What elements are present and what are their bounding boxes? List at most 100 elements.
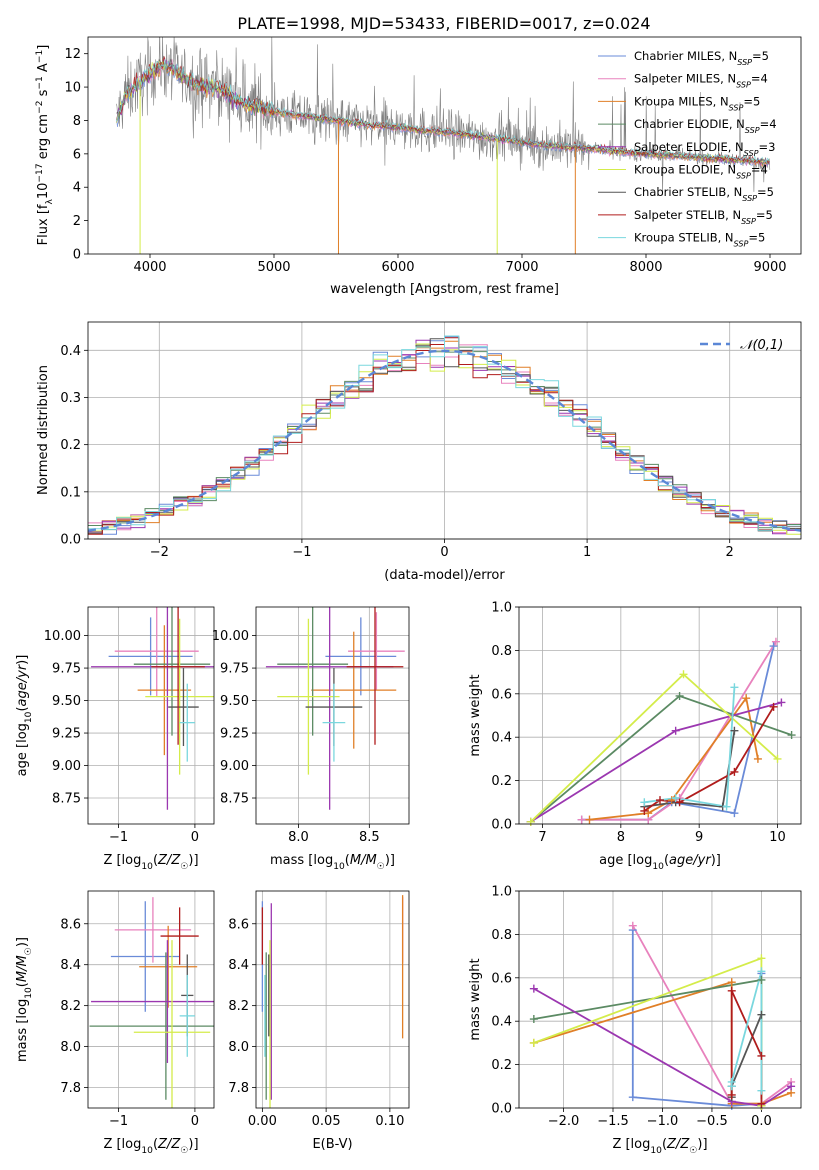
y-tick-label: 0.0	[491, 818, 512, 833]
x-tick-label: −0.5	[696, 1114, 728, 1129]
weight-line	[644, 687, 736, 808]
x-tick-label: −2	[150, 545, 169, 560]
axes-age_vs_Z: −1 0 8.75 9.00 9.25 9.50 9.75 10.00 Z [log10(Z/Z…	[15, 606, 215, 872]
x-tick-label: 0	[191, 830, 199, 845]
y-tick-label: 0.0	[491, 1102, 512, 1117]
x-axis-label: Z [log10(Z/Z☉)]	[612, 1137, 707, 1156]
weight-marker	[577, 815, 586, 824]
y-tick-label: 10.00	[212, 629, 249, 644]
y-tick-label: 9.25	[220, 727, 249, 742]
weight-marker	[753, 754, 762, 763]
axes-frame	[87, 321, 802, 540]
weight-line	[631, 930, 763, 1107]
x-tick-label: 6000	[381, 260, 414, 275]
legend-label: Chabrier STELIB, NSSP=5	[634, 185, 774, 203]
y-tick-label: 12	[64, 47, 81, 62]
weight-marker	[585, 815, 594, 824]
y-tick-label: 0.2	[491, 774, 512, 789]
axes-frame	[518, 890, 802, 1109]
x-tick-label: 0	[440, 545, 448, 560]
x-tick-label: 8000	[629, 260, 662, 275]
y-tick-label: 8.2	[60, 999, 81, 1014]
y-tick-label: 9.25	[52, 727, 81, 742]
plot-area-weight_vs_age	[530, 641, 792, 823]
weight-marker	[727, 1090, 736, 1099]
x-tick-label: −1.5	[597, 1114, 629, 1129]
x-tick-label: 0.10	[375, 1114, 404, 1129]
legend-label: Salpeter ELODIE, NSSP=3	[634, 140, 775, 158]
weight-marker	[769, 642, 778, 651]
weight-marker	[769, 702, 778, 711]
y-tick-label: 8.75	[52, 792, 81, 807]
weight-marker	[757, 1086, 766, 1095]
legend-label: Salpeter MILES, NSSP=4	[634, 72, 768, 90]
legend-label: Chabrier ELODIE, NSSP=4	[634, 117, 777, 135]
weight-marker	[722, 802, 731, 811]
y-axis-label: age [log10(age/yr)]	[15, 655, 34, 777]
weight-marker	[757, 975, 766, 984]
weight-marker	[526, 817, 535, 826]
x-tick-label: −1	[109, 1114, 128, 1129]
x-tick-label: −1.0	[647, 1114, 679, 1129]
weight-marker	[671, 726, 680, 735]
y-tick-label: 0.8	[491, 644, 512, 659]
legend-label: Kroupa MILES, NSSP=5	[634, 94, 760, 112]
x-axis-label: age [log10(age/yr)]	[599, 853, 721, 872]
spectrum-model-line	[116, 59, 770, 164]
weight-marker	[675, 798, 684, 807]
y-tick-label: 1.0	[491, 601, 512, 616]
legend-label: Salpeter STELIB, NSSP=5	[634, 208, 773, 226]
y-tick-label: 8.75	[220, 792, 249, 807]
y-axis-label: mass weight	[468, 674, 483, 756]
weight-line	[530, 701, 782, 823]
axes-frame	[255, 606, 410, 825]
normal-curve	[88, 349, 801, 532]
weight-line	[581, 641, 777, 821]
weight-marker	[757, 967, 766, 976]
x-tick-label: 8.5	[359, 830, 380, 845]
histogram-step	[88, 335, 801, 531]
weight-line	[530, 694, 792, 823]
y-tick-label: 10.00	[44, 629, 81, 644]
weight-marker	[675, 691, 684, 700]
axes-weight_vs_age: 7 8 9 10 0.0 0.2 0.4 0.6 0.8 1.0 age [log10(age/yr…	[468, 601, 802, 872]
figure-title: PLATE=1998, MJD=53433, FIBERID=0017, z=0…	[237, 14, 650, 33]
weight-line	[581, 645, 775, 821]
weight-marker	[742, 694, 751, 703]
axes-mass_vs_ebv: 0.00 0.05 0.10 7.8 8.0 8.2 8.4 8.6 E(B-V)	[228, 890, 410, 1152]
x-tick-label: −1	[109, 830, 128, 845]
axes-age_vs_mass: 8.0 8.5 8.75 9.00 9.25 9.50 9.75 10.00 mass [log…	[212, 606, 410, 872]
y-tick-label: 9.75	[52, 662, 81, 677]
weight-line	[530, 673, 779, 823]
weight-marker	[529, 1015, 538, 1024]
plot-area-age_vs_mass	[265, 607, 405, 810]
y-tick-label: 0.3	[60, 391, 81, 406]
x-tick-label: −1	[292, 545, 311, 560]
y-tick-label: 9.50	[220, 694, 249, 709]
y-tick-label: 10	[64, 81, 81, 96]
y-tick-label: 0.0	[60, 533, 81, 548]
y-tick-label: 8.2	[228, 999, 249, 1014]
y-tick-label: 9.50	[52, 694, 81, 709]
x-tick-label: 8.0	[288, 830, 309, 845]
y-tick-label: 0.4	[491, 731, 512, 746]
weight-marker	[640, 798, 649, 807]
y-tick-label: 9.75	[220, 662, 249, 677]
y-tick-label: 1.0	[491, 885, 512, 900]
weight-marker	[628, 1093, 637, 1102]
weight-marker	[757, 1099, 766, 1108]
x-tick-label: 1	[583, 545, 591, 560]
weight-line	[533, 978, 763, 1106]
weight-marker	[679, 670, 688, 679]
y-tick-label: 0	[73, 248, 81, 263]
weight-marker	[757, 954, 766, 963]
y-tick-label: 8.4	[60, 958, 81, 973]
weight-marker	[730, 767, 739, 776]
legend-label: Kroupa ELODIE, NSSP=4	[634, 163, 768, 181]
y-tick-label: 8.6	[228, 917, 249, 932]
x-tick-label: 0	[191, 1114, 199, 1129]
weight-marker	[727, 978, 736, 987]
y-axis-label: Flux [fλ10−17 erg cm−2 s−1 A−1]	[35, 45, 55, 246]
x-tick-label: 0.05	[312, 1114, 341, 1129]
